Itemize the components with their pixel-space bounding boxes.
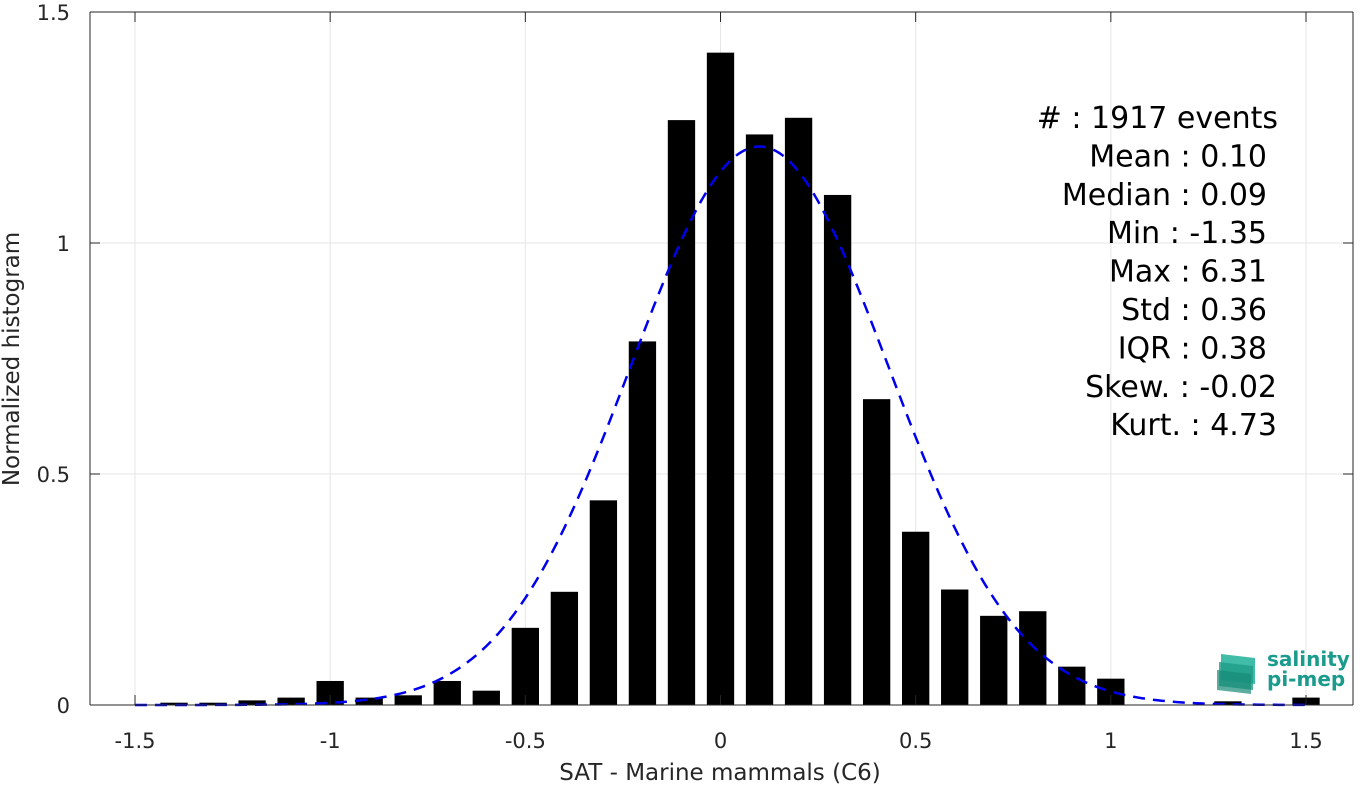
y-tick-label: 0.5	[37, 463, 70, 487]
y-tick-label: 0	[57, 694, 70, 718]
x-tick-label: -1.5	[115, 729, 156, 753]
histogram-bar	[628, 341, 657, 705]
histogram-bar	[394, 695, 422, 705]
stats-line: Min : -1.35	[1107, 216, 1267, 251]
axes-frame	[89, 11, 1354, 706]
stats-line: # : 1917 events	[1037, 101, 1278, 136]
x-axis-label: SAT - Marine mammals (C6)	[559, 760, 881, 785]
stats-line: Max : 6.31	[1109, 255, 1267, 290]
histogram-bar	[980, 615, 1008, 705]
x-tick-label: 0.5	[899, 729, 932, 753]
x-tick-label: 1	[1104, 729, 1117, 753]
histogram-bar	[745, 134, 774, 705]
stats-line: Median : 0.09	[1062, 178, 1267, 213]
histogram-bar	[1058, 666, 1086, 705]
histogram-bar	[355, 697, 383, 705]
histogram-bar	[160, 702, 188, 705]
x-ticks: -1.5 -1 -0.5 0 0.5 1 1.5	[115, 12, 1323, 753]
x-tick-label: 0	[714, 729, 727, 753]
y-tick-label: 1	[57, 232, 70, 256]
histogram-bar	[1214, 701, 1242, 705]
histogram-bar	[199, 702, 227, 705]
y-axis-label: Normalized histogram	[0, 232, 25, 486]
histogram-bar	[902, 531, 930, 705]
histogram-bar	[589, 500, 618, 705]
x-tick-label: 1.5	[1289, 729, 1322, 753]
stats-line: Std : 0.36	[1121, 293, 1267, 328]
histogram-bar	[784, 117, 813, 706]
histogram-bar	[667, 120, 696, 705]
histogram-bar	[862, 399, 891, 705]
y-ticks: 0 0.5 1 1.5	[37, 1, 1353, 718]
histogram-bar	[941, 589, 969, 705]
stats-line: Skew. : -0.02	[1085, 370, 1277, 405]
logo-line2: pi-mep	[1267, 667, 1345, 691]
stats-line: IQR : 0.38	[1118, 331, 1267, 366]
histogram-bar	[550, 591, 579, 705]
histogram-bar	[238, 700, 266, 705]
y-tick-label: 1.5	[37, 1, 70, 25]
logo-line1: salinity	[1267, 647, 1350, 671]
histogram-bar	[511, 627, 539, 705]
histogram-bar	[277, 697, 305, 705]
x-tick-label: -0.5	[505, 729, 546, 753]
histogram-bar	[1019, 611, 1047, 705]
logo-waves-icon	[1217, 654, 1255, 694]
histogram-bar	[433, 680, 461, 705]
x-tick-label: -1	[320, 729, 341, 753]
histogram-bar	[706, 52, 735, 705]
stats-line: Kurt. : 4.73	[1110, 408, 1277, 443]
salinity-pi-mep-logo: salinity pi-mep	[1217, 647, 1350, 694]
histogram-bar	[823, 194, 852, 705]
stats-line: Mean : 0.10	[1089, 139, 1267, 174]
histogram-bar	[472, 690, 500, 705]
